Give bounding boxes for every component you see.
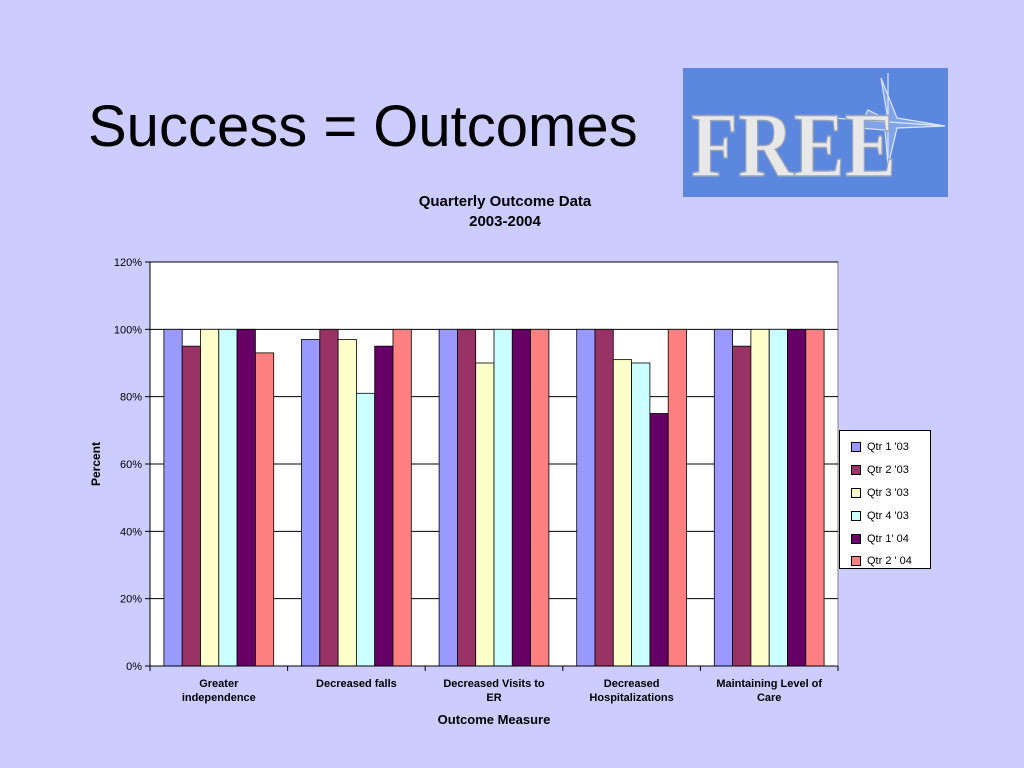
legend-item: Qtr 2 ' 04 (840, 550, 930, 573)
bar (631, 362, 651, 667)
bar (337, 339, 357, 667)
bar (438, 328, 458, 667)
bar (374, 345, 394, 667)
x-tick-label: Decreased falls (316, 678, 397, 690)
chart-title: Quarterly Outcome Data 2003-2004 (330, 192, 680, 232)
y-tick-label: 120% (114, 257, 142, 269)
y-axis-label: Percent (89, 442, 103, 486)
x-tick-label: Maintaining Level of Care (716, 678, 822, 704)
bar (713, 328, 733, 667)
bar (667, 328, 687, 667)
bar (181, 345, 201, 667)
legend-item: Qtr 2 '03 (840, 459, 930, 482)
legend-item: Qtr 1 '03 (840, 436, 930, 459)
legend-label: Qtr 2 ' 04 (867, 555, 912, 568)
legend-item: Qtr 1' 04 (840, 527, 930, 550)
y-tick-label: 60% (120, 459, 142, 471)
x-tick-label: Decreased Visits to ER (443, 678, 545, 704)
bar (511, 328, 531, 667)
legend-label: Qtr 2 '03 (867, 464, 909, 477)
legend-item: Qtr 3 '03 (840, 482, 930, 505)
slide-title: Success = Outcomes (88, 94, 638, 159)
y-tick-label: 100% (114, 324, 142, 336)
bar (750, 328, 770, 667)
legend-swatch (851, 556, 861, 567)
legend-swatch (851, 442, 861, 453)
bar (319, 328, 339, 667)
bar (493, 328, 513, 667)
chart-title-line1: Quarterly Outcome Data (418, 193, 592, 210)
legend-swatch (851, 533, 861, 544)
logo-text: FREE (691, 94, 896, 196)
legend-swatch (851, 510, 861, 521)
bar (200, 328, 220, 667)
bar (301, 339, 321, 667)
x-tick-label: Greater independence (182, 678, 256, 704)
bar (805, 328, 825, 667)
y-tick-label: 40% (120, 526, 142, 538)
bar (732, 345, 752, 667)
bar (236, 328, 256, 667)
chart-title-line2: 2003-2004 (469, 213, 541, 230)
bar (612, 359, 632, 667)
bar (218, 328, 238, 667)
x-tick-label: Decreased Hospitalizations (589, 678, 673, 704)
axes: 0% 20% 40% 60% 80% 100% 120% Greater independenc… (114, 257, 839, 704)
y-tick-label: 0% (126, 661, 142, 673)
y-tick-label: 20% (120, 594, 142, 606)
legend-item: Qtr 4 '03 (840, 504, 930, 527)
bars (163, 328, 825, 667)
logo-background (683, 68, 948, 197)
star-icon (832, 73, 946, 168)
bar (787, 328, 807, 667)
legend-swatch (851, 465, 861, 476)
legend-label: Qtr 4 '03 (867, 509, 909, 522)
bar (576, 328, 596, 667)
x-axis-label: Outcome Measure (438, 712, 551, 727)
bar (392, 328, 412, 667)
chart-legend: Qtr 1 '03 Qtr 2 '03 Qtr 3 '03 Qtr 4 '03 Qtr … (839, 430, 931, 569)
bar (594, 328, 614, 667)
bar (254, 352, 275, 667)
bar (649, 413, 669, 667)
legend-label: Qtr 1 '03 (867, 441, 909, 454)
bar (768, 328, 788, 667)
y-tick-label: 80% (120, 392, 142, 404)
legend-label: Qtr 1' 04 (867, 532, 909, 545)
legend-swatch (851, 487, 861, 498)
bar (355, 392, 376, 667)
legend-label: Qtr 3 '03 (867, 486, 909, 499)
free-logo: FREE (683, 68, 948, 197)
bar (456, 328, 477, 667)
bar (475, 362, 495, 667)
bar (530, 328, 550, 667)
bar (163, 328, 183, 667)
